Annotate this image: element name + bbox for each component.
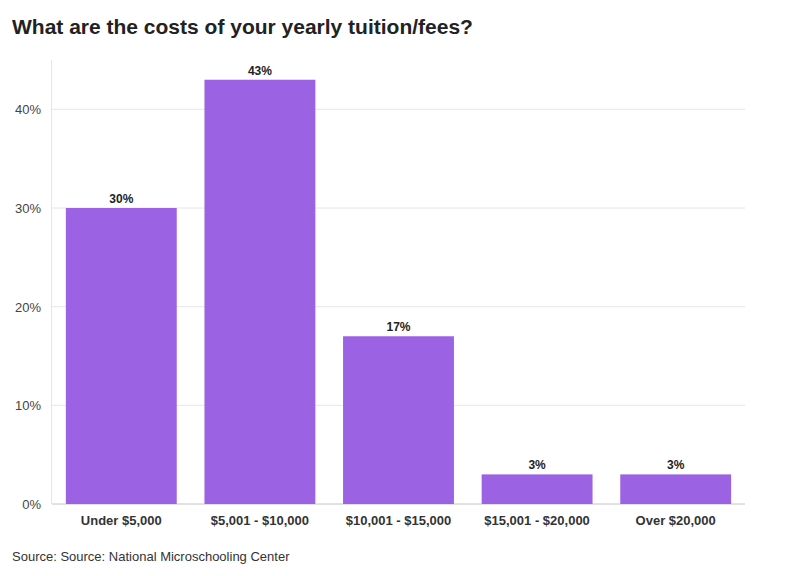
x-tick-label: $15,001 - $20,000: [484, 513, 590, 528]
title: What are the costs of your yearly tuitio…: [12, 15, 473, 38]
data-label: 17%: [386, 320, 410, 334]
grid-line: [52, 109, 745, 110]
x-tick-label: Under $5,000: [81, 513, 162, 528]
bar: [343, 336, 454, 504]
y-tick-label: 10%: [15, 398, 41, 413]
data-label: 30%: [109, 192, 133, 206]
y-tick-label: 30%: [15, 201, 41, 216]
y-axis-line: [51, 60, 52, 504]
x-tick-label: Over $20,000: [636, 513, 716, 528]
y-tick-label: 20%: [15, 300, 41, 315]
background: [0, 0, 796, 576]
chart-svg: What are the costs of your yearly tuitio…: [0, 0, 796, 576]
x-tick-label: $10,001 - $15,000: [346, 513, 452, 528]
grid: [52, 109, 745, 504]
data-label: 3%: [528, 458, 546, 472]
data-label: 43%: [248, 64, 272, 78]
source: Source: Source: National Microschooling …: [12, 549, 290, 564]
labels: 30% Under $5,000 43% $5,001 - $10,000 17% $10…: [81, 64, 716, 528]
x-tick-label: $5,001 - $10,000: [211, 513, 309, 528]
data-label: 3%: [667, 458, 685, 472]
bar: [620, 474, 731, 504]
y-tick-label: 40%: [15, 102, 41, 117]
bar: [482, 474, 593, 504]
bar: [66, 208, 177, 504]
bars: [66, 80, 731, 504]
y-tick-label: 0%: [22, 497, 41, 512]
bar: [204, 80, 315, 504]
chart-root: What are the costs of your yearly tuitio…: [0, 0, 796, 576]
